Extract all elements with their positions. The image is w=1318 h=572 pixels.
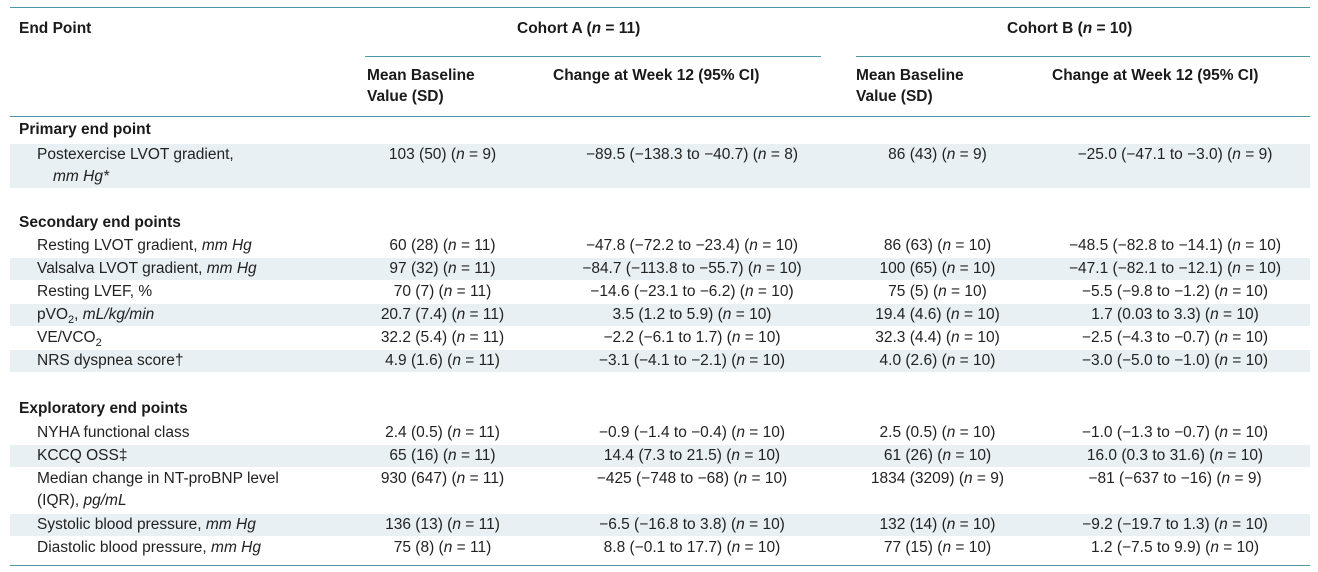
row-label-postexercise: Postexercise LVOT gradient, mm Hg* <box>37 146 234 185</box>
section-primary: Primary end point <box>19 121 151 138</box>
cell-a-change: −425 (−748 to −68) (n = 10) <box>596 470 788 487</box>
cell-a-change: 8.8 (−0.1 to 17.7) (n = 10) <box>603 539 781 556</box>
row-band <box>10 304 1310 326</box>
cell-a-change: 3.5 (1.2 to 5.9) (n = 10) <box>612 306 772 323</box>
cell-a-change: −47.8 (−72.2 to −23.4) (n = 10) <box>586 237 798 254</box>
cell-a-change: −14.6 (−23.1 to −6.2) (n = 10) <box>590 283 794 300</box>
cohort-a-baseline-header: Mean Baseline Value (SD) <box>367 67 475 105</box>
cell-a-baseline: 65 (16) (n = 11) <box>389 447 496 464</box>
cell-b-change: −1.0 (−1.3 to −0.7) (n = 10) <box>1081 424 1269 441</box>
cell-a-change: −6.5 (−16.8 to 3.8) (n = 10) <box>599 516 785 533</box>
cell-a-change: −84.7 (−113.8 to −55.7) (n = 10) <box>582 260 802 277</box>
row-label-ntprobnp: Median change in NT-proBNP level (IQR), p… <box>37 470 279 509</box>
cell-b-baseline: 4.0 (2.6) (n = 10) <box>879 352 996 369</box>
cell-a-baseline: 60 (28) (n = 11) <box>389 237 496 254</box>
cell-b-baseline: 19.4 (4.6) (n = 10) <box>875 306 1000 323</box>
cell-a-baseline: 20.7 (7.4) (n = 11) <box>380 306 505 323</box>
row-label-lvef: Resting LVEF, % <box>37 283 153 300</box>
cell-a-change: −89.5 (−138.3 to −40.7) (n = 8) <box>586 146 798 163</box>
row-label-kccq: KCCQ OSS‡ <box>37 447 128 464</box>
cell-b-baseline: 1834 (3209) (n = 9) <box>870 470 1005 487</box>
cell-a-change: −2.2 (−6.1 to 1.7) (n = 10) <box>603 329 781 346</box>
row-label-resting-lvot: Resting LVOT gradient, mm Hg <box>37 237 252 254</box>
row-band <box>10 445 1310 467</box>
cell-a-baseline: 136 (13) (n = 11) <box>385 516 500 533</box>
cell-b-change: −47.1 (−82.1 to −12.1) (n = 10) <box>1069 260 1281 277</box>
row-band <box>10 350 1310 372</box>
cohort-b-rule <box>856 56 1310 57</box>
cell-a-baseline: 75 (8) (n = 11) <box>393 539 492 556</box>
bottom-rule <box>10 565 1310 566</box>
cell-a-baseline: 930 (647) (n = 11) <box>380 470 505 487</box>
cell-a-baseline: 97 (32) (n = 11) <box>389 260 496 277</box>
cell-b-change: −81 (−637 to −16) (n = 9) <box>1088 470 1262 487</box>
header-rule <box>10 116 1310 117</box>
cohort-a-rule <box>365 56 821 57</box>
cell-a-baseline: 70 (7) (n = 11) <box>393 283 492 300</box>
row-label-sbp: Systolic blood pressure, mm Hg <box>37 516 256 533</box>
cell-b-baseline: 32.3 (4.4) (n = 10) <box>875 329 1000 346</box>
cohort-a-header: Cohort A (n = 11) <box>517 20 641 37</box>
cell-b-change: −5.5 (−9.8 to −1.2) (n = 10) <box>1081 283 1269 300</box>
cell-a-baseline: 2.4 (0.5) (n = 11) <box>385 424 500 441</box>
cell-b-change: −2.5 (−4.3 to −0.7) (n = 10) <box>1081 329 1269 346</box>
row-label-nyha: NYHA functional class <box>37 424 190 441</box>
cohort-b-baseline-header: Mean Baseline Value (SD) <box>856 67 964 105</box>
cell-a-baseline: 32.2 (5.4) (n = 11) <box>380 329 505 346</box>
cell-b-baseline: 2.5 (0.5) (n = 10) <box>879 424 996 441</box>
cell-a-change: 14.4 (7.3 to 21.5) (n = 10) <box>603 447 781 464</box>
endpoint-header: End Point <box>19 20 92 37</box>
cell-b-baseline: 86 (43) (n = 9) <box>888 146 987 163</box>
cell-b-baseline: 75 (5) (n = 10) <box>888 283 987 300</box>
cohort-b-header: Cohort B (n = 10) <box>1007 20 1133 37</box>
cell-b-baseline: 61 (26) (n = 10) <box>883 447 992 464</box>
cell-b-change: −48.5 (−82.8 to −14.1) (n = 10) <box>1069 237 1281 254</box>
cell-b-change: −9.2 (−19.7 to 1.3) (n = 10) <box>1082 516 1268 533</box>
top-rule <box>10 7 1310 8</box>
cell-a-change: −0.9 (−1.4 to −0.4) (n = 10) <box>598 424 786 441</box>
row-label-ve-vco2: VE/VCO2 <box>37 329 102 350</box>
section-secondary: Secondary end points <box>19 214 181 231</box>
cell-b-change: −3.0 (−5.0 to −1.0) (n = 10) <box>1081 352 1269 369</box>
row-band <box>10 258 1310 280</box>
row-band <box>10 144 1310 188</box>
cell-b-baseline: 86 (63) (n = 10) <box>883 237 992 254</box>
cohort-a-change-header: Change at Week 12 (95% CI) <box>553 67 760 84</box>
cell-b-change: 1.7 (0.03 to 3.3) (n = 10) <box>1091 306 1259 323</box>
cell-b-change: 16.0 (0.3 to 31.6) (n = 10) <box>1086 447 1264 464</box>
cell-a-baseline: 103 (50) (n = 9) <box>388 146 497 163</box>
cell-b-change: −25.0 (−47.1 to −3.0) (n = 9) <box>1077 146 1273 163</box>
row-label-pvo2: pVO2, mL/kg/min <box>37 306 155 327</box>
cell-b-baseline: 132 (14) (n = 10) <box>879 516 996 533</box>
cell-a-baseline: 4.9 (1.6) (n = 11) <box>385 352 500 369</box>
row-label-dbp: Diastolic blood pressure, mm Hg <box>37 539 261 556</box>
section-exploratory: Exploratory end points <box>19 400 188 417</box>
row-band <box>10 514 1310 536</box>
cell-b-change: 1.2 (−7.5 to 9.9) (n = 10) <box>1090 539 1260 556</box>
cell-b-baseline: 100 (65) (n = 10) <box>879 260 996 277</box>
row-label-nrs: NRS dyspnea score† <box>37 352 184 369</box>
cell-b-baseline: 77 (15) (n = 10) <box>883 539 992 556</box>
cell-a-change: −3.1 (−4.1 to −2.1) (n = 10) <box>598 352 786 369</box>
cohort-b-change-header: Change at Week 12 (95% CI) <box>1052 67 1259 84</box>
row-label-valsalva: Valsalva LVOT gradient, mm Hg <box>37 260 257 277</box>
